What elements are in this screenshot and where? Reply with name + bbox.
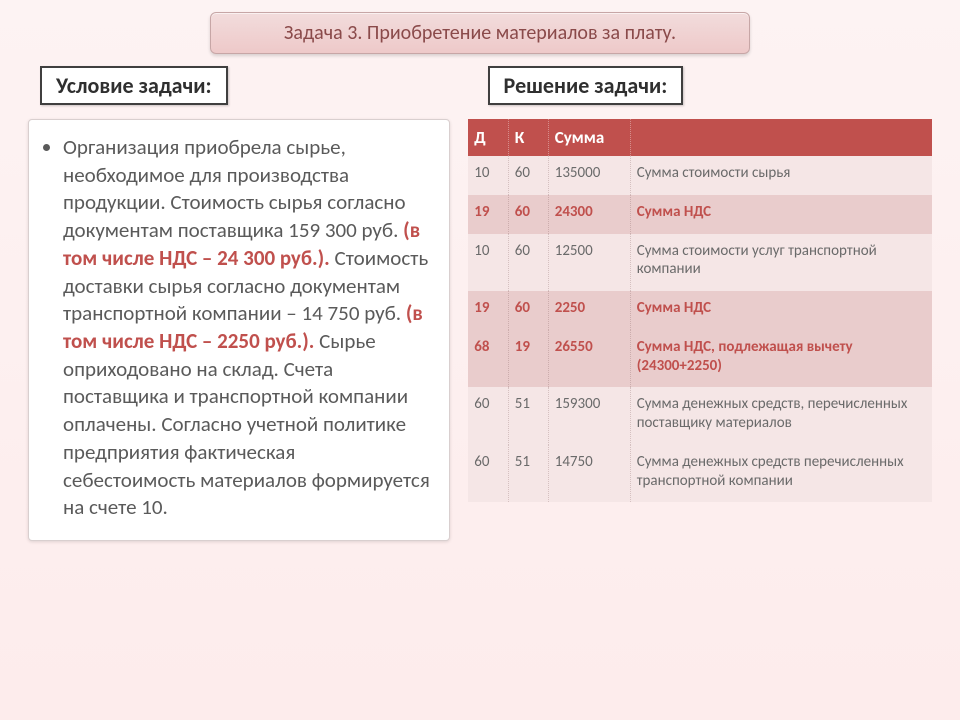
slide: Задача 3. Приобретение материалов за пла… bbox=[0, 0, 960, 720]
problem-part-3: Сырье оприходовано на склад. Счета поста… bbox=[63, 328, 430, 520]
cell-d: 19 bbox=[468, 195, 508, 234]
col-credit: К bbox=[508, 119, 548, 156]
solution-table: Д К Сумма 1060135000Сумма стоимости сырь… bbox=[468, 119, 932, 502]
cell-sum: 135000 bbox=[548, 156, 630, 195]
cell-k: 60 bbox=[508, 195, 548, 234]
col-debit: Д bbox=[468, 119, 508, 156]
problem-text: Организация приобрела сырье, необходимое… bbox=[63, 134, 431, 522]
subheader-row: Условие задачи: Решение задачи: bbox=[40, 66, 932, 105]
task-title: Задача 3. Приобретение материалов за пла… bbox=[210, 12, 750, 54]
cell-d: 10 bbox=[468, 156, 508, 195]
cell-desc: Сумма стоимости услуг транспортной компа… bbox=[630, 234, 932, 292]
subheader-conditions: Условие задачи: bbox=[40, 66, 228, 105]
table-row: 106012500Сумма стоимости услуг транспорт… bbox=[468, 234, 932, 292]
table-body: 1060135000Сумма стоимости сырья196024300… bbox=[468, 156, 932, 502]
cell-k: 51 bbox=[508, 445, 548, 503]
cell-d: 19 bbox=[468, 291, 508, 330]
table-header-row: Д К Сумма bbox=[468, 119, 932, 156]
col-desc bbox=[630, 119, 932, 156]
cell-sum: 2250 bbox=[548, 291, 630, 330]
cell-desc: Сумма НДС bbox=[630, 291, 932, 330]
cell-d: 68 bbox=[468, 330, 508, 388]
cell-k: 60 bbox=[508, 156, 548, 195]
table-row: 605114750Сумма денежных средств перечисл… bbox=[468, 445, 932, 503]
table-row: 19602250Сумма НДС bbox=[468, 291, 932, 330]
cell-desc: Сумма денежных средств, перечисленных по… bbox=[630, 387, 932, 445]
subheader-solution: Решение задачи: bbox=[488, 66, 684, 105]
cell-d: 10 bbox=[468, 234, 508, 292]
cell-sum: 24300 bbox=[548, 195, 630, 234]
cell-k: 51 bbox=[508, 387, 548, 445]
solution-table-wrap: Д К Сумма 1060135000Сумма стоимости сырь… bbox=[468, 119, 932, 502]
cell-k: 60 bbox=[508, 234, 548, 292]
cell-sum: 26550 bbox=[548, 330, 630, 388]
table-row: 196024300Сумма НДС bbox=[468, 195, 932, 234]
cell-k: 60 bbox=[508, 291, 548, 330]
cell-desc: Сумма стоимости сырья bbox=[630, 156, 932, 195]
cell-k: 19 bbox=[508, 330, 548, 388]
table-row: 681926550Сумма НДС, подлежащая вычету (2… bbox=[468, 330, 932, 388]
col-sum: Сумма bbox=[548, 119, 630, 156]
table-row: 1060135000Сумма стоимости сырья bbox=[468, 156, 932, 195]
cell-sum: 14750 bbox=[548, 445, 630, 503]
cell-desc: Сумма НДС, подлежащая вычету (24300+2250… bbox=[630, 330, 932, 388]
table-row: 6051159300Сумма денежных средств, перечи… bbox=[468, 387, 932, 445]
cell-sum: 12500 bbox=[548, 234, 630, 292]
problem-part-1: Организация приобрела сырье, необходимое… bbox=[63, 134, 406, 243]
content-row: Организация приобрела сырье, необходимое… bbox=[28, 119, 932, 541]
cell-d: 60 bbox=[468, 387, 508, 445]
problem-card: Организация приобрела сырье, необходимое… bbox=[28, 119, 450, 541]
cell-sum: 159300 bbox=[548, 387, 630, 445]
cell-desc: Сумма денежных средств перечисленных тра… bbox=[630, 445, 932, 503]
cell-d: 60 bbox=[468, 445, 508, 503]
cell-desc: Сумма НДС bbox=[630, 195, 932, 234]
